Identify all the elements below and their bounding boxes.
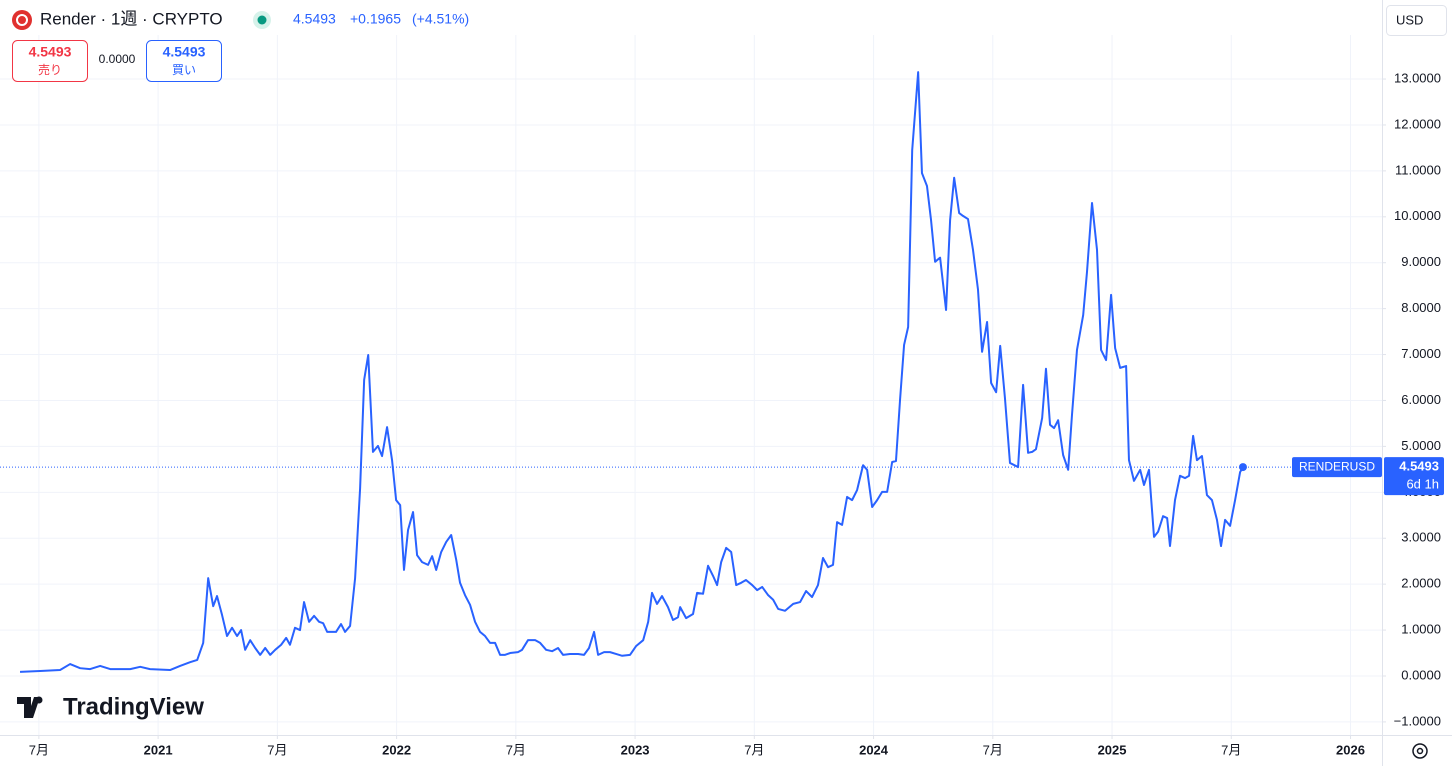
symbol-title[interactable]: Render · 1週 · CRYPTO: [40, 9, 223, 28]
brand-name: TradingView: [63, 693, 204, 720]
grid: [0, 35, 1382, 735]
settings-gear[interactable]: [1412, 743, 1428, 759]
price-change: +0.1965: [350, 11, 401, 27]
symbol-icon: [12, 10, 32, 30]
y-tick-label: 10.0000: [1394, 208, 1441, 223]
x-tick-label: 7月: [506, 742, 526, 757]
x-tick-label: 7月: [744, 742, 764, 757]
currency-button[interactable]: [1386, 5, 1447, 36]
y-tick-label: 7.0000: [1401, 346, 1441, 361]
x-tick-label: 2022: [382, 742, 411, 757]
sell-button[interactable]: [12, 40, 88, 82]
y-tick-label: 5.0000: [1401, 438, 1441, 453]
settings-center[interactable]: [1416, 747, 1424, 755]
last-price: 4.5493: [293, 11, 336, 27]
y-tick-label: 0.0000: [1401, 667, 1441, 682]
currency[interactable]: USD: [1396, 12, 1423, 27]
price-change-pct: (+4.51%): [412, 11, 469, 27]
x-tick-label: 7月: [1221, 742, 1241, 757]
x-tick-label: 2021: [144, 742, 173, 757]
status-dot: [257, 15, 267, 25]
price-line: [19, 71, 1244, 673]
sell-label[interactable]: 売り: [38, 62, 62, 77]
symbol-tag: [1292, 457, 1382, 478]
buy-price[interactable]: 4.5493: [163, 44, 206, 60]
y-tick-label: 11.0000: [1395, 162, 1441, 177]
price-tag-countdown: 6d 1h: [1406, 477, 1439, 492]
x-tick-label: 7月: [983, 742, 1003, 757]
y-tick-label: 3.0000: [1401, 530, 1441, 545]
y-tick-label: 13.0000: [1394, 70, 1441, 85]
brand-icon-dot: [35, 696, 43, 704]
y-tick-label: 9.0000: [1401, 254, 1441, 269]
brand-logo: TradingView: [17, 693, 204, 720]
spread: 0.0000: [99, 52, 136, 66]
symbol-icon-ring: [16, 14, 28, 26]
x-tick-label: 2024: [859, 742, 889, 757]
y-tick-label: 12.0000: [1394, 116, 1441, 131]
settings-icon[interactable]: [1412, 743, 1428, 759]
y-tick-label: 2.0000: [1401, 576, 1441, 591]
buy-label[interactable]: 買い: [172, 63, 196, 77]
price-tag: [1384, 457, 1444, 496]
x-tick-label: 2025: [1098, 742, 1127, 757]
plot: [0, 71, 1382, 673]
y-tick-label: 6.0000: [1401, 392, 1441, 407]
brand-icon: [17, 697, 40, 718]
x-tick-label: 7月: [267, 742, 287, 757]
price-tag-value: 4.5493: [1399, 459, 1439, 474]
y-tick-label: 8.0000: [1401, 300, 1441, 315]
y-tick-label: −1.0000: [1394, 713, 1441, 728]
x-tick-label: 2023: [621, 742, 650, 757]
sell-price[interactable]: 4.5493: [29, 44, 72, 60]
y-tick-label: 1.0000: [1401, 622, 1441, 637]
buy-button[interactable]: [146, 40, 222, 82]
x-tick-label: 2026: [1336, 742, 1365, 757]
symbol-tag-label: RENDERUSD: [1299, 459, 1375, 473]
x-tick-label: 7月: [29, 742, 49, 757]
